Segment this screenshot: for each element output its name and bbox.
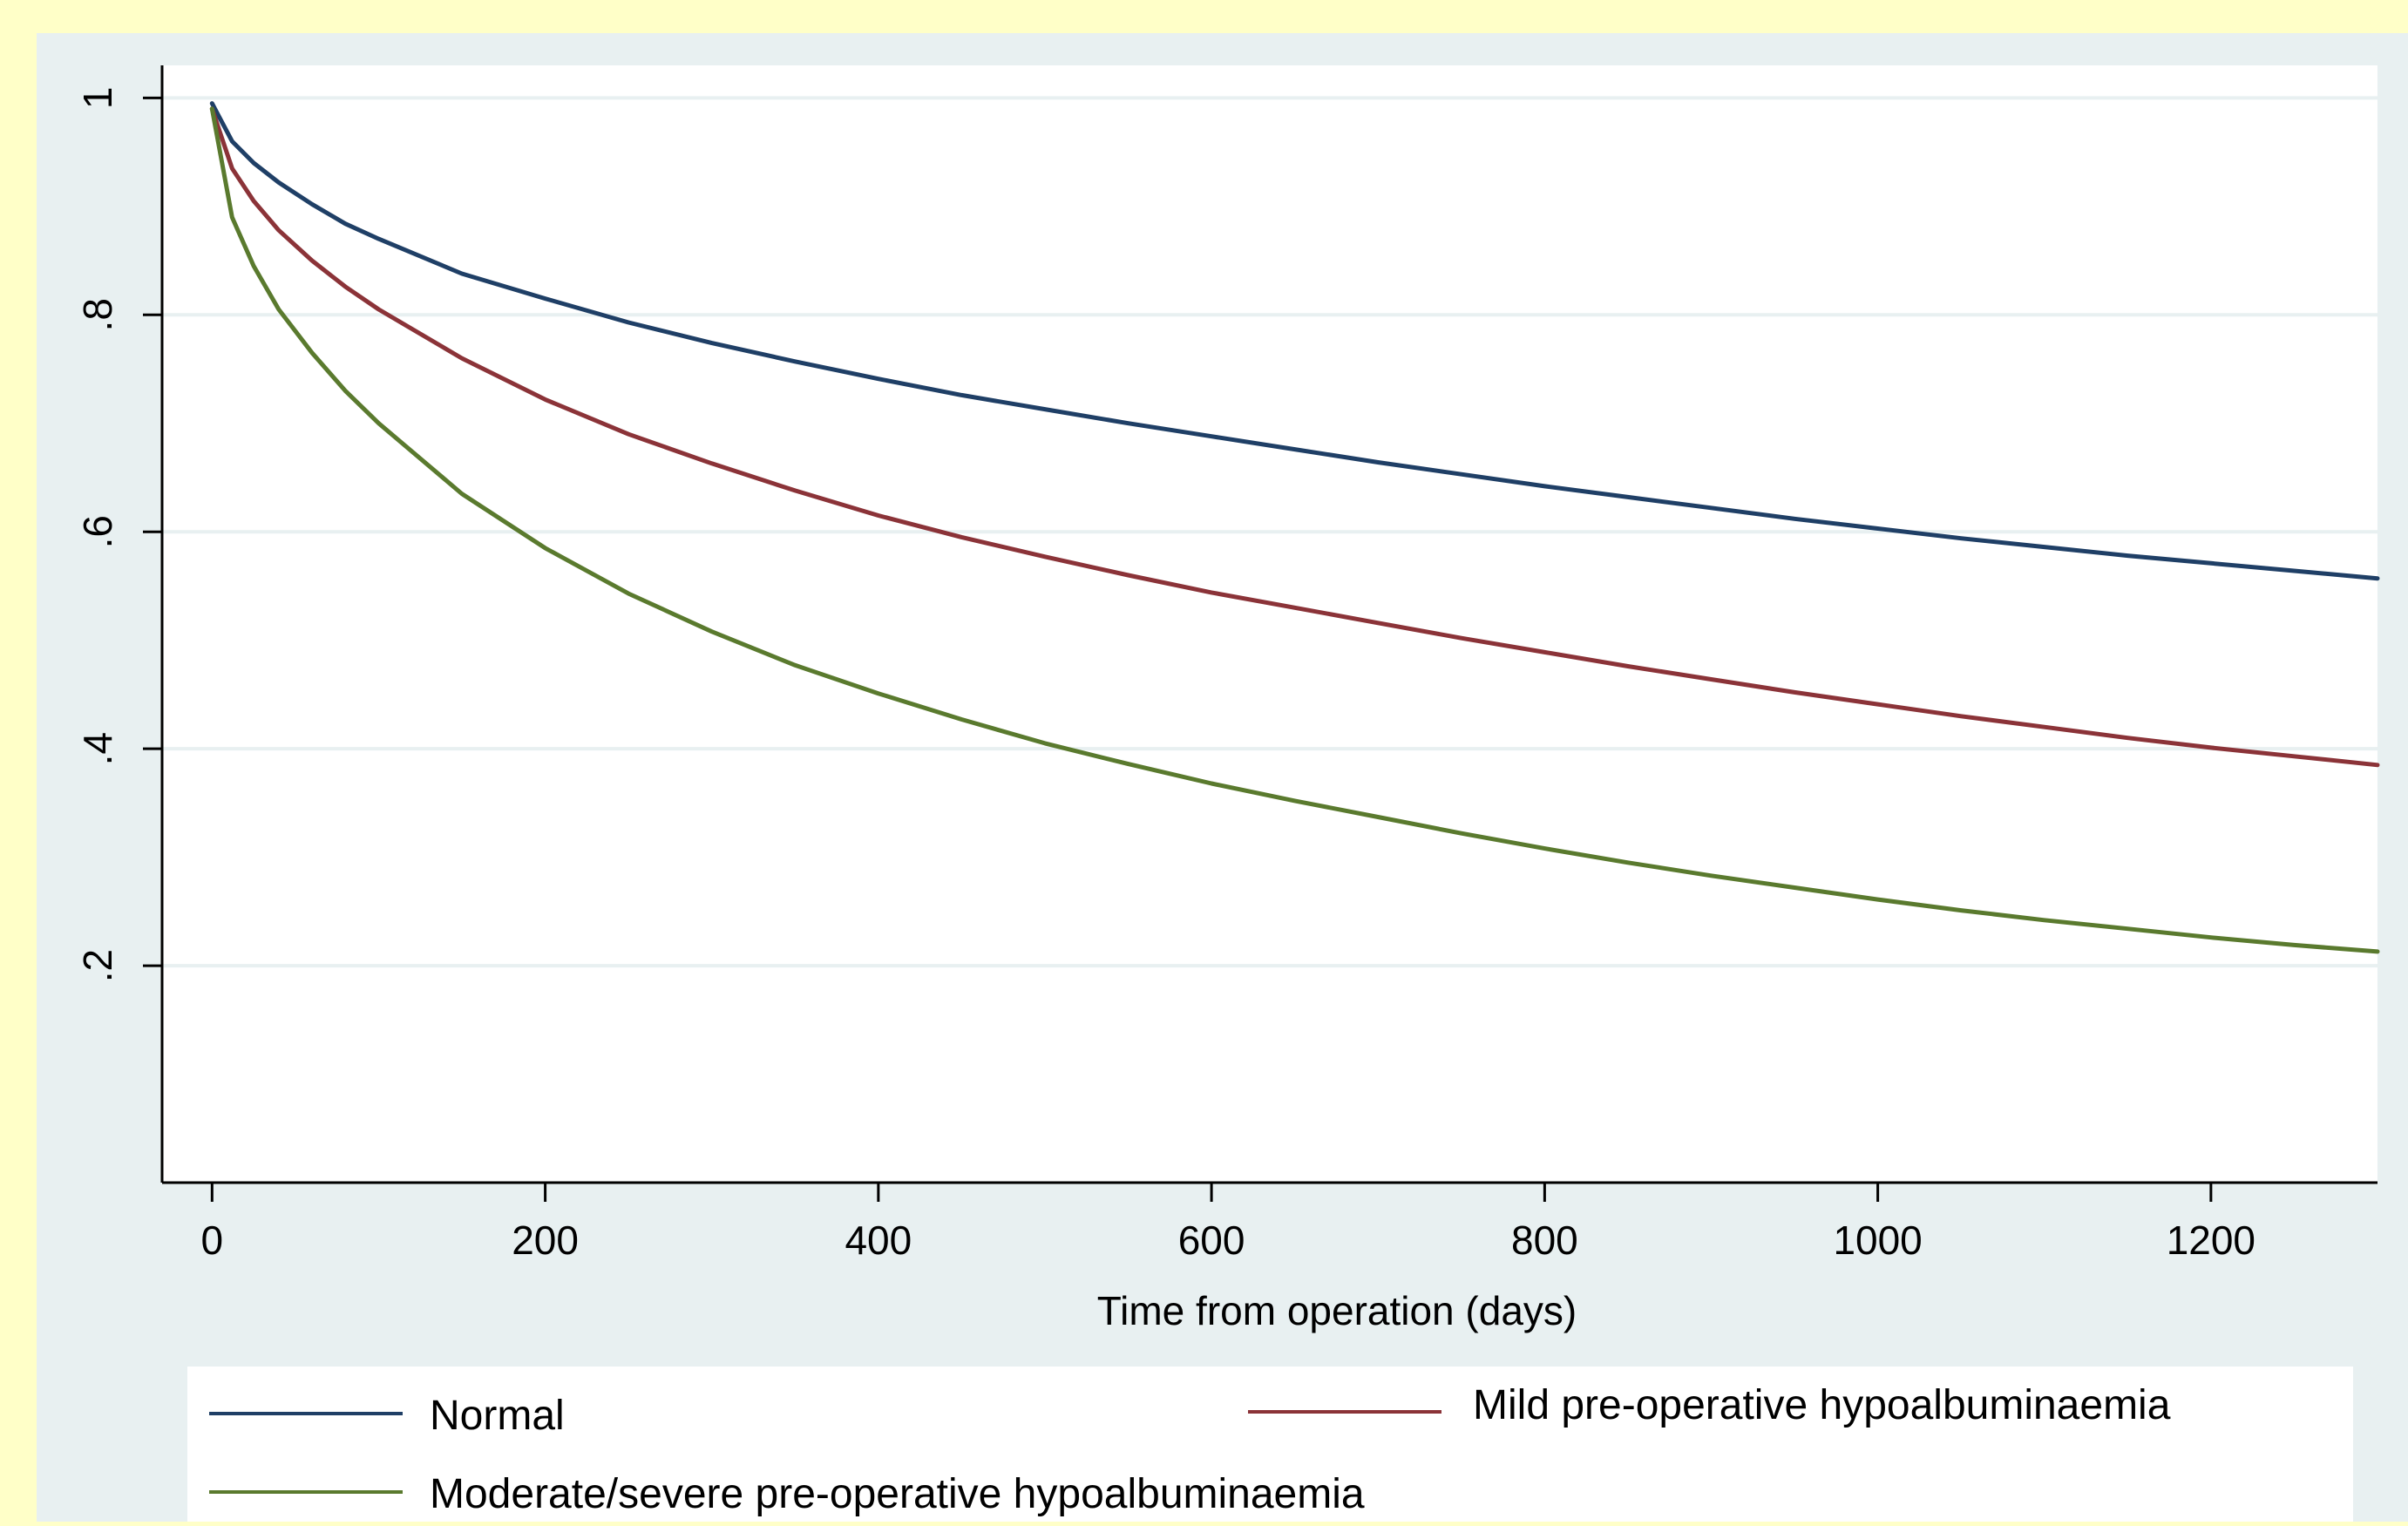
- series-line-normal: [209, 101, 2380, 581]
- x-tick-label: 0: [201, 1217, 224, 1263]
- legend-box: [187, 1367, 2353, 1522]
- axes: [160, 65, 2377, 1184]
- plot-area: [162, 65, 2377, 1183]
- x-tick-label: 800: [1511, 1217, 1578, 1263]
- legend-entry-normal: Normal: [209, 1393, 565, 1439]
- x-tick-label: 600: [1178, 1217, 1245, 1263]
- series-line-mild: [209, 106, 2380, 768]
- x-tick-label: 200: [512, 1217, 579, 1263]
- y-tick-label: 1: [75, 87, 120, 110]
- series-line-moderate-severe: [209, 106, 2380, 954]
- legend-label-moderate-severe: Moderate/severe pre-operative hypoalbumi…: [430, 1471, 1365, 1517]
- x-ticks: 0 200 400 600 800 1000 1200: [201, 1183, 2255, 1263]
- grid-lines: [162, 96, 2377, 968]
- x-tick-label: 400: [844, 1217, 912, 1263]
- legend-label-mild: Mild pre-operative hypoalbuminaemia: [1473, 1382, 2171, 1428]
- x-tick-label: 1000: [1833, 1217, 1922, 1263]
- y-ticks: .2 .4 .6 .8 1: [75, 87, 162, 982]
- y-tick-label: .2: [75, 949, 120, 982]
- y-tick-label: .8: [75, 298, 120, 331]
- y-tick-label: .6: [75, 515, 120, 548]
- legend-entry-moderate-severe: Moderate/severe pre-operative hypoalbumi…: [209, 1471, 1365, 1517]
- legend-entry-mild: Mild pre-operative hypoalbuminaemia: [1248, 1382, 2171, 1428]
- x-tick-label: 1200: [2167, 1217, 2255, 1263]
- x-axis-title: Time from operation (days): [1097, 1288, 1577, 1333]
- y-tick-label: .4: [75, 732, 120, 765]
- legend-label-normal: Normal: [430, 1393, 565, 1439]
- series-lines: [209, 101, 2380, 954]
